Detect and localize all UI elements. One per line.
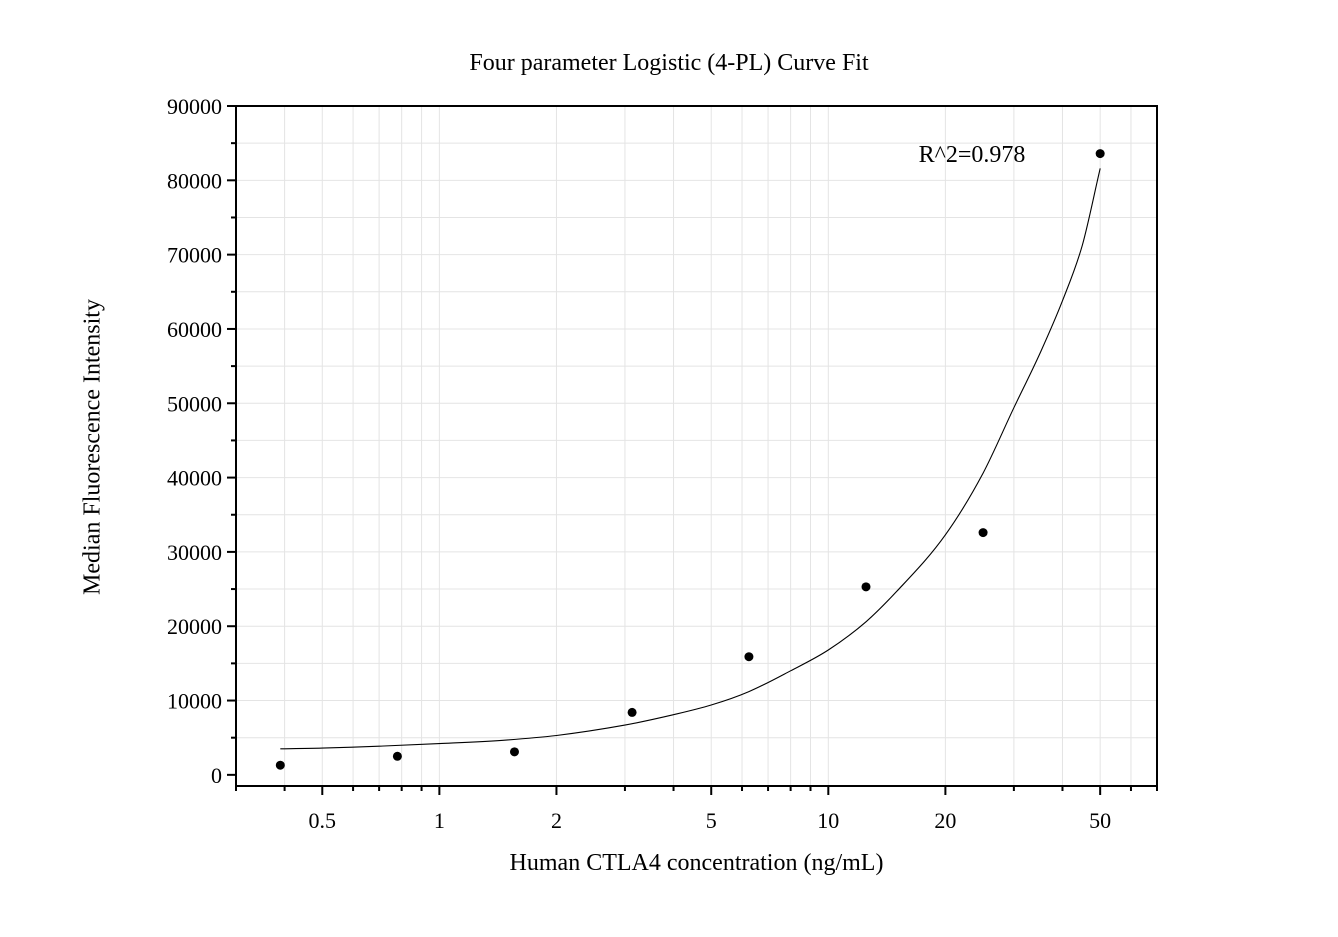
y-tick-label: 10000 [167,689,222,714]
y-tick-label: 50000 [167,391,222,416]
r-squared-annotation: R^2=0.978 [919,142,1026,168]
y-tick-label: 20000 [167,614,222,639]
grid-lines [235,106,1158,786]
chart-title: Four parameter Logistic (4-PL) Curve Fit [469,50,869,76]
x-tick-label: 5 [706,808,717,833]
data-point [861,582,871,592]
data-point [275,760,285,770]
y-tick-label: 0 [211,763,222,788]
data-point [744,652,754,662]
fit-curve [280,168,1101,750]
data-point [627,707,637,717]
x-tick-label: 1 [434,808,445,833]
y-tick-label: 80000 [167,168,222,193]
x-tick-label: 0.5 [309,808,337,833]
y-tick-label: 90000 [167,94,222,119]
data-point [1095,149,1105,159]
data-point [978,528,988,538]
y-tick-label: 40000 [167,466,222,491]
x-tick-label: 2 [551,808,562,833]
y-tick-label: 60000 [167,317,222,342]
data-point [509,747,519,757]
x-axis-label: Human CTLA4 concentration (ng/mL) [509,850,884,876]
data-points [275,149,1105,770]
x-tick-label: 10 [817,808,839,833]
y-axis-label: Median Fluorescence Intensity [79,299,106,595]
x-tick-label: 20 [934,808,956,833]
axis-ticks: 0.5 1 2 5 10 20 50 0 10000 20000 30000 40000 50000 60… [167,94,1158,833]
x-tick-label: 50 [1089,808,1111,833]
data-point [392,751,402,761]
y-tick-label: 30000 [167,540,222,565]
plot-frame [235,105,1158,787]
y-tick-label: 70000 [167,243,222,268]
